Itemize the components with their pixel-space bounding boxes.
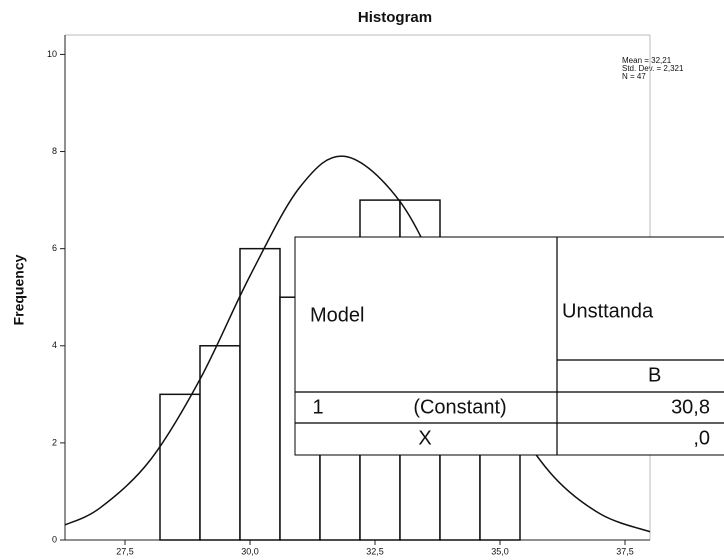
table-cell: 1 [312,396,323,418]
y-tick-label: 4 [52,340,57,350]
table-background [294,236,724,456]
stat-text: N = 47 [622,72,646,81]
stat-text: Std. Dev. = 2,321 [622,64,684,73]
normal-curve [64,155,651,533]
y-axis-label: Frequency [11,254,27,325]
table-cell: (Constant) [413,396,506,418]
bar [199,345,241,541]
table-cell: 30,8 [671,396,710,418]
x-tick-label: 35,0 [491,546,509,556]
table-cell: Model [310,304,364,326]
table-cell: Unsttanda [562,300,654,322]
x-tick-label: 27,5 [116,546,134,556]
y-tick-label: 0 [52,534,57,544]
y-tick-label: 8 [52,146,57,156]
table: Model Unsttanda B 1 (Constant) 30,8 X ,0 [294,236,724,456]
x-tick-label: 37,5 [616,546,634,556]
table-cell: ,0 [693,427,710,449]
y-tick-label: 6 [52,243,57,253]
table-cell: X [418,427,431,449]
x-tick-label: 30,0 [241,546,259,556]
y-tick-label: 10 [47,49,57,59]
bar [239,247,281,541]
table-cell: B [648,364,661,386]
x-tick-label: 32,5 [366,546,384,556]
stat-text: Mean = 32,21 [622,56,672,65]
chart-title: Histogram [358,9,432,26]
y-tick-label: 2 [52,437,57,447]
